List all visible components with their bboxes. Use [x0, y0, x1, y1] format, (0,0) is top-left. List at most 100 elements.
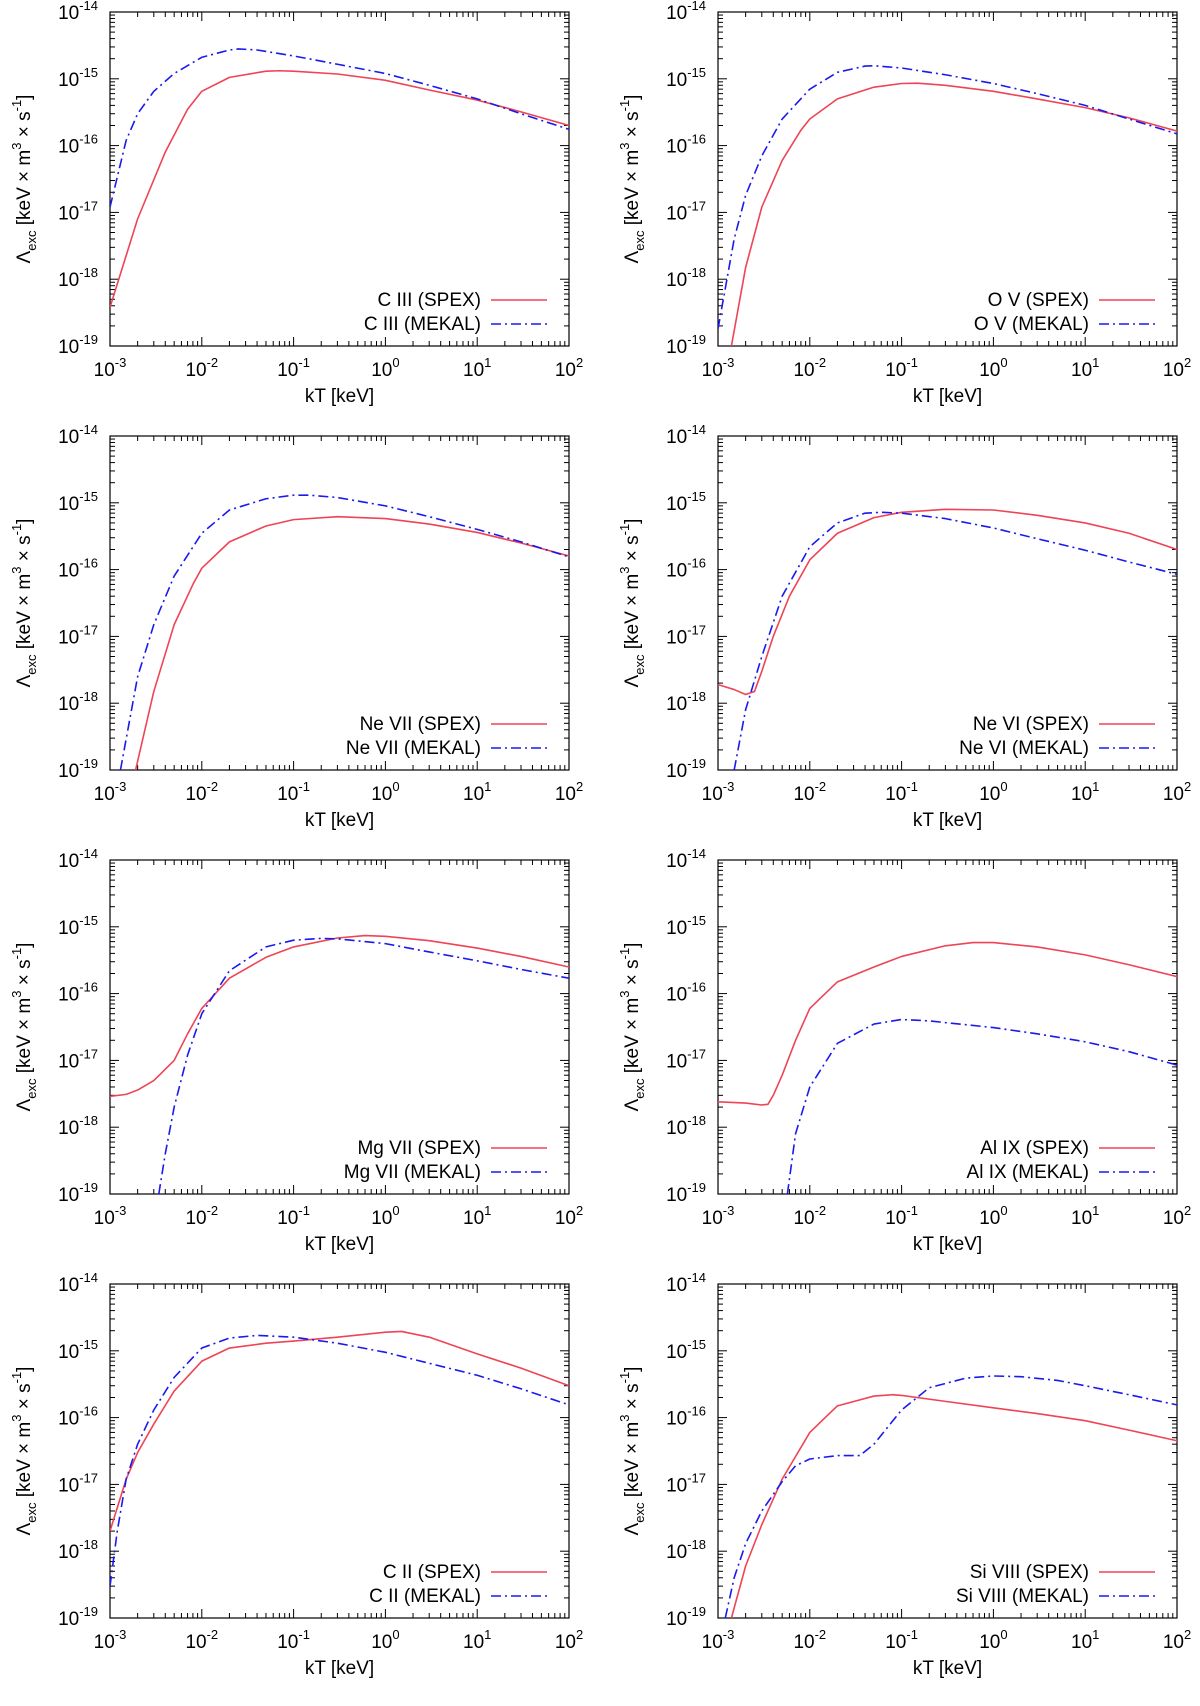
y-tick-label: 10-17 — [58, 622, 98, 648]
y-tick-label: 10-18 — [666, 1537, 706, 1563]
x-axis-label: kT [keV] — [913, 1658, 982, 1679]
x-tick-label: 100 — [371, 355, 399, 381]
series-group — [110, 934, 569, 1194]
y-tick-label: 10-16 — [58, 132, 98, 158]
plot-frame — [717, 859, 1178, 1195]
x-tick-label: 10-3 — [94, 355, 127, 381]
x-tick-label: 10-3 — [94, 1203, 127, 1229]
x-axis-label: kT [keV] — [305, 1234, 374, 1255]
y-tick-label: 10-15 — [666, 489, 706, 515]
x-tick-label: 10-1 — [885, 779, 918, 805]
x-tick-label: 10-2 — [185, 779, 218, 805]
plot-frame — [717, 1283, 1178, 1619]
y-axis-label: Λexc [keV × m3 × s-1] — [9, 519, 39, 688]
y-tick-label: 10-18 — [58, 689, 98, 715]
series-line-mekal — [733, 511, 1177, 770]
legend-label: C II (SPEX) — [383, 1562, 481, 1583]
series-group — [724, 1375, 1177, 1618]
y-tick-label: 10-16 — [666, 556, 706, 582]
plot-frame — [109, 435, 570, 771]
series-line-spex — [134, 515, 569, 770]
x-tick-label: 100 — [979, 355, 1007, 381]
y-tick-label: 10-15 — [666, 65, 706, 91]
x-axis-label: kT [keV] — [305, 386, 374, 407]
chart-panel-c3: 10-3 10-2 10-1 100 101 102 10-19 10-18 10-17 10-1… — [9, 0, 583, 407]
chart-panel-si8: 10-3 10-2 10-1 100 101 102 10-19 10-18 10-17 10-1… — [617, 1270, 1191, 1679]
y-tick-label: 10-15 — [58, 1337, 98, 1363]
x-tick-label: 102 — [555, 779, 583, 805]
y-tick-label: 10-16 — [666, 980, 706, 1006]
x-tick-label: 10-3 — [702, 779, 735, 805]
y-axis-label: Λexc [keV × m3 × s-1] — [617, 1367, 647, 1536]
plot-frame — [717, 11, 1178, 347]
series-line-spex — [110, 1330, 569, 1532]
x-tick-label: 102 — [1163, 1627, 1191, 1653]
x-axis-label: kT [keV] — [913, 810, 982, 831]
series-line-mekal — [786, 1018, 1177, 1194]
y-tick-label: 10-14 — [58, 1270, 98, 1296]
legend-label: Si VIII (SPEX) — [970, 1562, 1089, 1583]
y-axis-label: Λexc [keV × m3 × s-1] — [617, 943, 647, 1112]
plot-frame — [717, 435, 1178, 771]
y-tick-label: 10-19 — [666, 1180, 706, 1206]
series-group — [718, 64, 1177, 346]
x-tick-label: 10-3 — [702, 355, 735, 381]
legend-label: Mg VII (MEKAL) — [344, 1162, 481, 1183]
legend-label: Ne VI (SPEX) — [973, 714, 1089, 735]
x-tick-label: 102 — [555, 355, 583, 381]
x-tick-label: 101 — [1071, 1627, 1099, 1653]
x-tick-label: 102 — [555, 1627, 583, 1653]
series-group — [718, 941, 1177, 1194]
series-line-spex — [718, 941, 1177, 1106]
x-tick-label: 10-2 — [185, 355, 218, 381]
x-tick-label: 101 — [1071, 355, 1099, 381]
series-group — [110, 48, 569, 308]
y-tick-label: 10-19 — [58, 332, 98, 358]
y-tick-label: 10-14 — [666, 422, 706, 448]
plot-frame — [109, 1283, 570, 1619]
y-axis-label: Λexc [keV × m3 × s-1] — [9, 95, 39, 264]
x-tick-label: 10-2 — [793, 1627, 826, 1653]
x-tick-label: 10-3 — [94, 1627, 127, 1653]
x-tick-label: 10-1 — [277, 779, 310, 805]
x-tick-label: 101 — [1071, 779, 1099, 805]
y-tick-label: 10-15 — [58, 65, 98, 91]
chart-panel-o5: 10-3 10-2 10-1 100 101 102 10-19 10-18 10-17 10-1… — [617, 0, 1191, 407]
x-tick-label: 10-3 — [702, 1627, 735, 1653]
x-tick-label: 100 — [979, 1203, 1007, 1229]
x-tick-label: 100 — [979, 779, 1007, 805]
legend-label: Al IX (MEKAL) — [967, 1162, 1089, 1183]
x-tick-label: 102 — [1163, 779, 1191, 805]
y-tick-label: 10-14 — [666, 0, 706, 24]
chart-panel-al9: 10-3 10-2 10-1 100 101 102 10-19 10-18 10-17 10-1… — [617, 846, 1191, 1255]
x-tick-label: 10-1 — [277, 1627, 310, 1653]
x-tick-label: 10-2 — [185, 1627, 218, 1653]
y-tick-label: 10-17 — [666, 622, 706, 648]
y-tick-label: 10-15 — [666, 1337, 706, 1363]
legend-label: O V (SPEX) — [988, 290, 1089, 311]
x-tick-label: 101 — [463, 1627, 491, 1653]
series-line-spex — [110, 69, 569, 308]
y-axis-label: Λexc [keV × m3 × s-1] — [617, 95, 647, 264]
y-tick-label: 10-16 — [58, 1404, 98, 1430]
y-tick-label: 10-19 — [58, 1180, 98, 1206]
x-tick-label: 101 — [463, 355, 491, 381]
y-tick-label: 10-16 — [666, 1404, 706, 1430]
y-tick-label: 10-15 — [58, 489, 98, 515]
y-tick-label: 10-18 — [58, 265, 98, 291]
x-tick-label: 10-1 — [885, 1203, 918, 1229]
x-axis-label: kT [keV] — [305, 1658, 374, 1679]
series-line-mekal — [110, 48, 569, 208]
legend-label: Al IX (SPEX) — [980, 1138, 1089, 1159]
x-tick-label: 10-2 — [793, 1203, 826, 1229]
legend-label: Ne VII (SPEX) — [360, 714, 481, 735]
y-axis-label: Λexc [keV × m3 × s-1] — [9, 943, 39, 1112]
series-group — [119, 494, 569, 770]
plot-frame — [109, 859, 570, 1195]
y-tick-label: 10-14 — [58, 846, 98, 872]
x-axis-label: kT [keV] — [305, 810, 374, 831]
series-group — [110, 1330, 569, 1587]
x-tick-label: 10-1 — [885, 1627, 918, 1653]
legend-label: Ne VII (MEKAL) — [346, 738, 481, 759]
y-tick-label: 10-19 — [666, 756, 706, 782]
